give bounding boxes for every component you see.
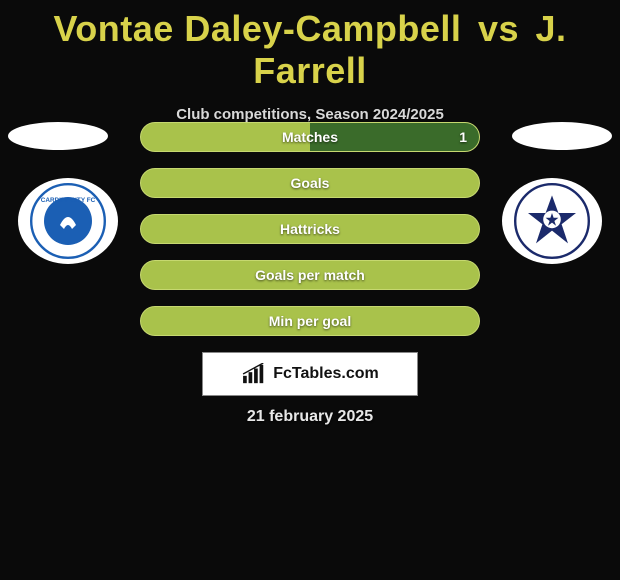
stat-bar-hattricks: Hattricks xyxy=(140,214,480,244)
stat-bar-mpg: Min per goal xyxy=(140,306,480,336)
stat-label: Matches xyxy=(282,129,338,145)
stat-label: Min per goal xyxy=(269,313,351,329)
stat-bar-matches: Matches 1 xyxy=(140,122,480,152)
date-label: 21 february 2025 xyxy=(0,408,620,426)
brand-text: FcTables.com xyxy=(273,365,379,383)
stat-right-value: 1 xyxy=(459,129,467,145)
stat-label: Goals per match xyxy=(255,267,365,283)
player1-avatar xyxy=(8,122,108,150)
player2-club-crest xyxy=(502,178,602,264)
player1-name: Vontae Daley-Campbell xyxy=(53,8,461,49)
subtitle: Club competitions, Season 2024/2025 xyxy=(0,106,620,123)
vs-separator: vs xyxy=(478,8,519,49)
brand-chart-icon xyxy=(241,363,269,385)
stat-bar-gpm: Goals per match xyxy=(140,260,480,290)
svg-text:CARDIFF CITY FC: CARDIFF CITY FC xyxy=(41,197,96,204)
stat-bars: Matches 1 Goals Hattricks Goals per matc… xyxy=(140,122,480,352)
player1-club-crest: CARDIFF CITY FC xyxy=(18,178,118,264)
stat-label: Goals xyxy=(291,175,330,191)
stat-bar-goals: Goals xyxy=(140,168,480,198)
comparison-title: Vontae Daley-Campbell vs J. Farrell xyxy=(0,0,620,92)
stat-label: Hattricks xyxy=(280,221,340,237)
player2-avatar xyxy=(512,122,612,150)
brand-box: FcTables.com xyxy=(202,352,418,396)
